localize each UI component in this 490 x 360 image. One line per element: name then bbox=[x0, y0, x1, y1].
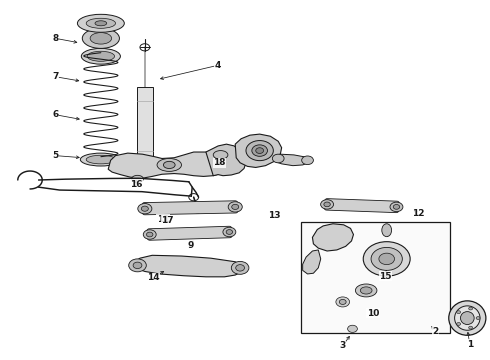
Ellipse shape bbox=[95, 21, 107, 26]
Ellipse shape bbox=[457, 323, 461, 325]
Ellipse shape bbox=[223, 227, 236, 237]
Text: 7: 7 bbox=[52, 72, 59, 81]
Polygon shape bbox=[133, 255, 244, 277]
Text: 8: 8 bbox=[52, 34, 58, 43]
Ellipse shape bbox=[129, 259, 147, 272]
Ellipse shape bbox=[232, 204, 239, 210]
Polygon shape bbox=[137, 87, 153, 166]
Ellipse shape bbox=[132, 175, 144, 183]
Ellipse shape bbox=[90, 33, 112, 44]
Ellipse shape bbox=[457, 311, 461, 314]
Ellipse shape bbox=[347, 325, 357, 332]
Ellipse shape bbox=[455, 306, 480, 330]
Ellipse shape bbox=[449, 301, 486, 335]
Ellipse shape bbox=[393, 204, 400, 209]
Ellipse shape bbox=[147, 232, 153, 237]
Text: 11: 11 bbox=[157, 215, 169, 224]
Ellipse shape bbox=[157, 158, 181, 171]
Text: 4: 4 bbox=[215, 61, 221, 70]
Ellipse shape bbox=[81, 48, 121, 64]
Ellipse shape bbox=[138, 203, 152, 214]
FancyBboxPatch shape bbox=[142, 201, 238, 215]
Ellipse shape bbox=[86, 155, 116, 164]
Ellipse shape bbox=[246, 140, 273, 161]
FancyBboxPatch shape bbox=[324, 199, 399, 213]
Ellipse shape bbox=[82, 28, 120, 48]
Polygon shape bbox=[274, 154, 310, 166]
Ellipse shape bbox=[363, 242, 410, 276]
Ellipse shape bbox=[476, 317, 480, 319]
Ellipse shape bbox=[236, 265, 245, 271]
Text: 14: 14 bbox=[147, 273, 159, 282]
Ellipse shape bbox=[252, 145, 268, 156]
Ellipse shape bbox=[231, 261, 249, 274]
Polygon shape bbox=[206, 144, 246, 176]
Ellipse shape bbox=[228, 202, 242, 212]
Ellipse shape bbox=[469, 326, 472, 329]
Ellipse shape bbox=[371, 247, 402, 270]
Text: 6: 6 bbox=[52, 110, 58, 119]
Text: 3: 3 bbox=[340, 341, 346, 350]
Text: 1: 1 bbox=[466, 340, 473, 349]
Ellipse shape bbox=[324, 202, 330, 207]
Text: 13: 13 bbox=[268, 211, 281, 220]
Polygon shape bbox=[313, 224, 353, 251]
Ellipse shape bbox=[461, 312, 474, 324]
Ellipse shape bbox=[302, 156, 314, 165]
Ellipse shape bbox=[87, 51, 115, 61]
Ellipse shape bbox=[86, 18, 116, 28]
Text: 12: 12 bbox=[412, 209, 425, 218]
Ellipse shape bbox=[336, 297, 349, 307]
Ellipse shape bbox=[133, 262, 142, 269]
Ellipse shape bbox=[163, 161, 175, 168]
Text: 5: 5 bbox=[52, 151, 58, 160]
FancyBboxPatch shape bbox=[301, 222, 450, 333]
Ellipse shape bbox=[272, 154, 284, 163]
Ellipse shape bbox=[379, 253, 394, 265]
Ellipse shape bbox=[213, 150, 228, 159]
Polygon shape bbox=[303, 250, 321, 274]
Text: 16: 16 bbox=[130, 180, 143, 189]
Ellipse shape bbox=[469, 307, 472, 310]
Ellipse shape bbox=[355, 284, 377, 297]
FancyBboxPatch shape bbox=[147, 226, 232, 240]
Ellipse shape bbox=[141, 206, 148, 211]
Ellipse shape bbox=[360, 287, 372, 294]
Text: 9: 9 bbox=[187, 241, 194, 250]
Ellipse shape bbox=[77, 14, 124, 32]
Text: 17: 17 bbox=[162, 216, 174, 225]
Text: 18: 18 bbox=[213, 158, 226, 167]
Polygon shape bbox=[235, 134, 282, 167]
Polygon shape bbox=[108, 152, 228, 178]
Ellipse shape bbox=[339, 300, 346, 305]
Ellipse shape bbox=[320, 200, 334, 209]
Ellipse shape bbox=[143, 230, 156, 239]
Ellipse shape bbox=[390, 202, 403, 212]
Text: 2: 2 bbox=[433, 327, 439, 336]
Ellipse shape bbox=[80, 153, 122, 166]
Text: 15: 15 bbox=[379, 271, 392, 280]
Text: 10: 10 bbox=[367, 309, 379, 318]
Ellipse shape bbox=[226, 230, 233, 234]
Ellipse shape bbox=[256, 148, 264, 153]
Ellipse shape bbox=[382, 224, 392, 237]
